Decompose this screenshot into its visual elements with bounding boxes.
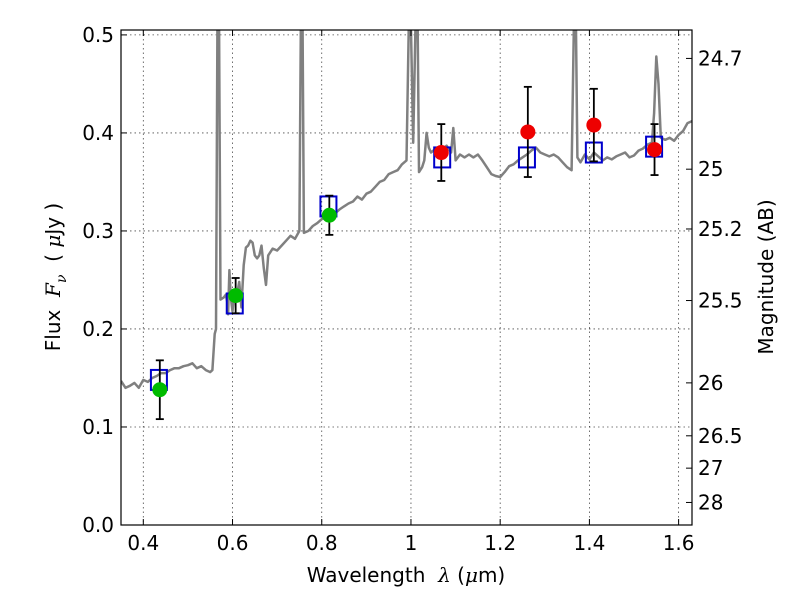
y-tick-label: 0.1 <box>82 415 114 439</box>
y2-tick-label: 25.5 <box>698 289 743 313</box>
y-tick-label: 0.5 <box>82 23 114 47</box>
x-tick-label: 1.2 <box>484 531 516 555</box>
y2-tick-label: 28 <box>698 490 723 514</box>
y-tick-label: 0.4 <box>82 121 114 145</box>
model-spectrum-line <box>121 30 692 390</box>
x-tick-label: 1.6 <box>663 531 695 555</box>
y-tick-label: 0.0 <box>82 513 114 537</box>
y-axis-label: Flux Fν ( μJy ) <box>41 203 70 351</box>
plot-frame <box>120 29 693 526</box>
x-tick-label: 0.6 <box>217 531 249 555</box>
y2-tick-label: 24.7 <box>698 46 743 70</box>
plot-area <box>121 30 692 421</box>
axes: 0.4 0.6 0.8 1 1.2 1.4 1.6 0.0 0.1 0.2 0.3 0.4 0.5 24.… <box>82 23 742 555</box>
y-tick-label: 0.3 <box>82 219 114 243</box>
nir-data-point <box>520 124 536 140</box>
x-tick-label: 0.8 <box>306 531 338 555</box>
optical-data-point <box>228 288 244 304</box>
x-tick-label: 0.4 <box>127 531 159 555</box>
y-tick-label: 0.2 <box>82 317 114 341</box>
nir-data-point <box>586 117 602 133</box>
y2-axis-label: Magnitude (AB) <box>754 199 778 354</box>
optical-data-point <box>321 207 337 223</box>
y2-tick-label: 26.5 <box>698 424 743 448</box>
nir-data-point <box>647 142 663 158</box>
x-tick-label: 1 <box>405 531 418 555</box>
x-axis-label: Wavelength λ (μm) <box>307 563 506 587</box>
nir-data-point <box>433 145 449 161</box>
y2-tick-label: 25 <box>698 157 723 181</box>
optical-data-point <box>152 382 168 398</box>
y2-tick-label: 25.2 <box>698 217 743 241</box>
y2-tick-label: 27 <box>698 456 723 480</box>
x-tick-label: 1.4 <box>573 531 605 555</box>
y2-tick-label: 26 <box>698 371 723 395</box>
